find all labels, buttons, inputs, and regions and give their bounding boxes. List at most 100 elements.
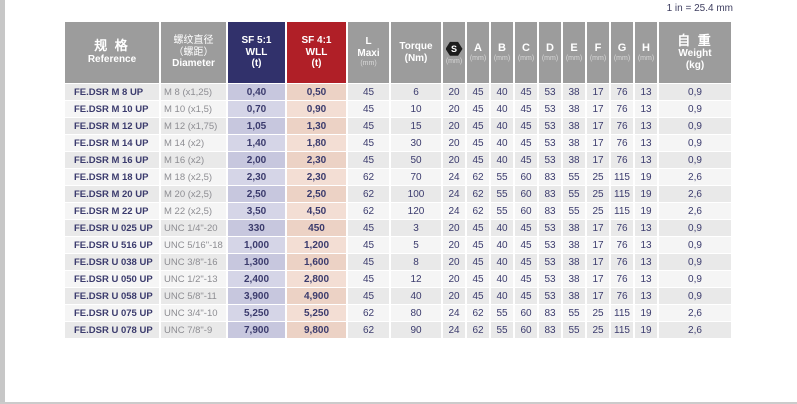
- cell-c: 45: [515, 288, 537, 304]
- cell-g: 76: [611, 271, 633, 287]
- cell-c: 60: [515, 203, 537, 219]
- cell-wll5: 2,50: [228, 186, 285, 202]
- cell-f: 25: [587, 322, 609, 338]
- cell-weight: 2,6: [659, 322, 731, 338]
- cell-f: 17: [587, 101, 609, 117]
- cell-diameter: UNC 7/8"-9: [161, 322, 226, 338]
- cell-diameter: M 18 (x2,5): [161, 169, 226, 185]
- cell-torque: 6: [391, 84, 441, 100]
- header-reference: 规 格 Reference: [65, 22, 159, 83]
- header-dim-a-letter: A: [474, 41, 482, 54]
- cell-reference: FE.DSR M 12 UP: [65, 118, 159, 134]
- table-row: FE.DSR M 20 UP M 20 (x2,5) 2,50 2,50 62 100 24…: [65, 186, 731, 202]
- cell-diameter: UNC 1/4"-20: [161, 220, 226, 236]
- cell-weight: 0,9: [659, 288, 731, 304]
- cell-torque: 90: [391, 322, 441, 338]
- cell-f: 17: [587, 237, 609, 253]
- cell-wll5: 1,40: [228, 135, 285, 151]
- header-dim-c-letter: C: [522, 41, 530, 54]
- cell-wll4: 5,250: [287, 305, 346, 321]
- cell-diameter: M 8 (x1,25): [161, 84, 226, 100]
- header-l-maxi: L Maxi (mm): [348, 22, 389, 83]
- cell-d: 83: [539, 203, 561, 219]
- cell-e: 55: [563, 186, 585, 202]
- cell-torque: 5: [391, 237, 441, 253]
- cell-reference: FE.DSR M 18 UP: [65, 169, 159, 185]
- cell-f: 17: [587, 152, 609, 168]
- cell-h: 13: [635, 84, 657, 100]
- cell-a: 62: [467, 203, 489, 219]
- cell-f: 17: [587, 271, 609, 287]
- cell-diameter: UNC 5/16"-18: [161, 237, 226, 253]
- cell-d: 53: [539, 118, 561, 134]
- cell-a: 45: [467, 254, 489, 270]
- cell-s: 24: [443, 169, 465, 185]
- cell-weight: 0,9: [659, 237, 731, 253]
- cell-g: 76: [611, 152, 633, 168]
- cell-wll5: 1,000: [228, 237, 285, 253]
- cell-b: 40: [491, 135, 513, 151]
- cell-lmaxi: 62: [348, 169, 389, 185]
- header-dim-f: F (mm): [587, 22, 609, 83]
- cell-h: 13: [635, 254, 657, 270]
- cell-a: 45: [467, 101, 489, 117]
- cell-g: 76: [611, 84, 633, 100]
- cell-weight: 0,9: [659, 118, 731, 134]
- cell-h: 13: [635, 237, 657, 253]
- cell-b: 55: [491, 203, 513, 219]
- cell-f: 25: [587, 186, 609, 202]
- header-wll-sf5: SF 5:1 WLL (t): [228, 22, 285, 83]
- cell-diameter: M 20 (x2,5): [161, 186, 226, 202]
- header-wll-sf4-line1: SF 4:1: [301, 35, 332, 47]
- cell-weight: 2,6: [659, 203, 731, 219]
- cell-wll4: 1,200: [287, 237, 346, 253]
- header-l-maxi-unit: (mm): [360, 60, 377, 68]
- cell-e: 38: [563, 101, 585, 117]
- cell-b: 55: [491, 186, 513, 202]
- cell-lmaxi: 62: [348, 186, 389, 202]
- cell-weight: 0,9: [659, 135, 731, 151]
- cell-a: 45: [467, 271, 489, 287]
- cell-a: 45: [467, 237, 489, 253]
- cell-a: 45: [467, 135, 489, 151]
- cell-s: 24: [443, 186, 465, 202]
- cell-s: 20: [443, 254, 465, 270]
- page-left-edge: [0, 0, 5, 404]
- cell-wll4: 1,30: [287, 118, 346, 134]
- cell-s: 24: [443, 322, 465, 338]
- table-row: FE.DSR U 516 UP UNC 5/16"-18 1,000 1,200 45 5…: [65, 237, 731, 253]
- cell-d: 53: [539, 237, 561, 253]
- table-body: FE.DSR M 8 UP M 8 (x1,25) 0,40 0,50 45 6 20 45 4…: [65, 84, 731, 338]
- cell-reference: FE.DSR U 075 UP: [65, 305, 159, 321]
- header-wll-sf5-line2: WLL: [245, 46, 268, 58]
- cell-g: 76: [611, 254, 633, 270]
- cell-d: 53: [539, 271, 561, 287]
- cell-wll4: 0,50: [287, 84, 346, 100]
- header-dim-s-letter: S: [450, 43, 457, 54]
- cell-a: 45: [467, 288, 489, 304]
- cell-reference: FE.DSR M 16 UP: [65, 152, 159, 168]
- cell-s: 20: [443, 237, 465, 253]
- cell-f: 17: [587, 220, 609, 236]
- cell-d: 53: [539, 152, 561, 168]
- cell-f: 17: [587, 288, 609, 304]
- cell-h: 13: [635, 118, 657, 134]
- header-dim-b: B (mm): [491, 22, 513, 83]
- cell-d: 53: [539, 254, 561, 270]
- cell-s: 20: [443, 118, 465, 134]
- cell-lmaxi: 45: [348, 288, 389, 304]
- cell-b: 40: [491, 220, 513, 236]
- cell-torque: 100: [391, 186, 441, 202]
- cell-lmaxi: 45: [348, 254, 389, 270]
- header-wll-sf5-line1: SF 5:1: [241, 35, 272, 47]
- cell-wll4: 9,800: [287, 322, 346, 338]
- cell-lmaxi: 45: [348, 135, 389, 151]
- cell-torque: 15: [391, 118, 441, 134]
- header-dim-g: G (mm): [611, 22, 633, 83]
- spec-table: 规 格 Reference 螺纹直径 （螺距） Diameter SF 5:1 …: [63, 21, 733, 339]
- header-l-maxi-line1: L: [365, 36, 372, 48]
- cell-e: 38: [563, 288, 585, 304]
- cell-lmaxi: 45: [348, 118, 389, 134]
- cell-lmaxi: 62: [348, 305, 389, 321]
- cell-c: 45: [515, 271, 537, 287]
